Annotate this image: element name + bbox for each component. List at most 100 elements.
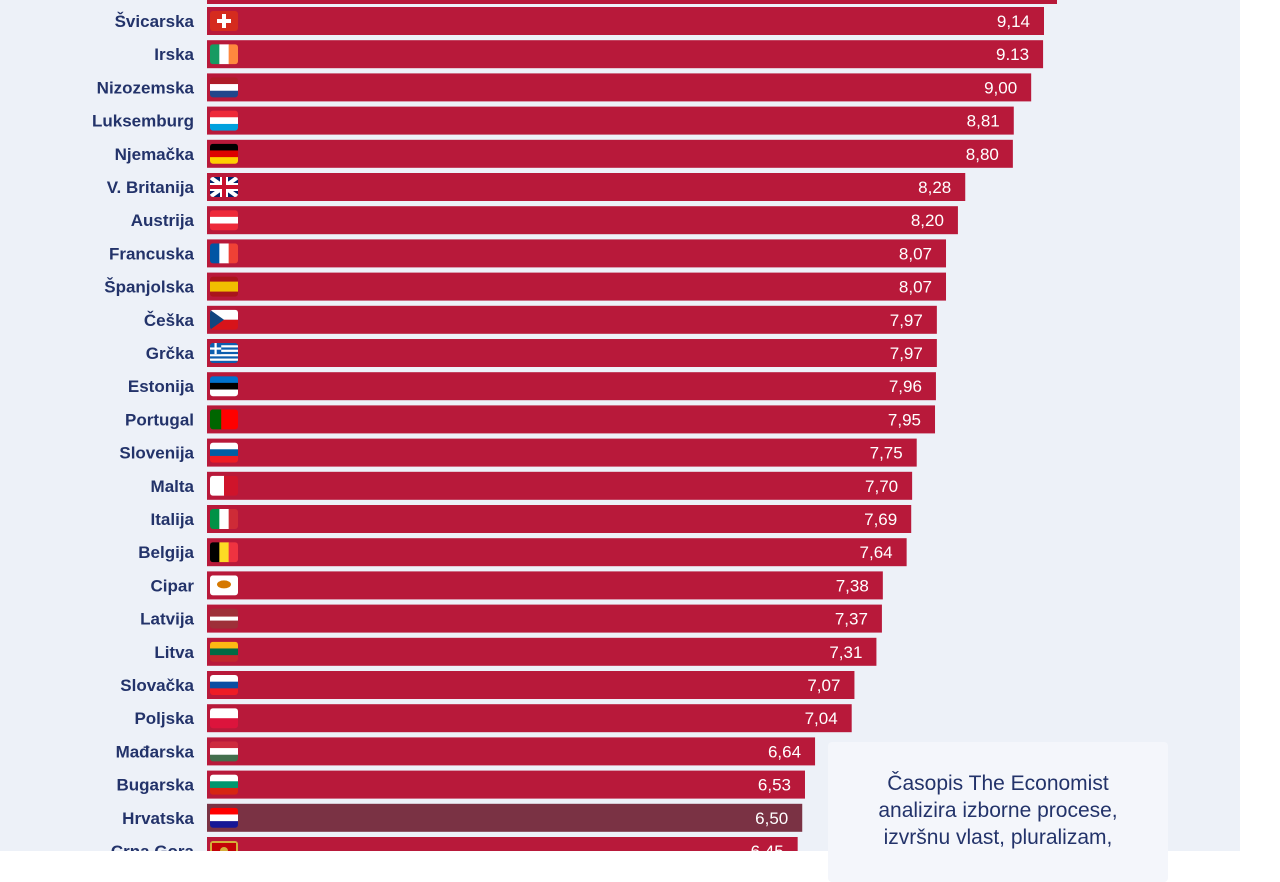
value-label: 8,07 [899, 278, 932, 297]
country-label: Slovenija [119, 444, 194, 463]
value-label: 6,50 [755, 809, 788, 828]
country-label: Litva [154, 643, 194, 662]
value-label: 7,75 [870, 444, 903, 463]
bar [207, 438, 917, 467]
bar [207, 837, 798, 851]
bar [207, 7, 1044, 35]
value-label: 7,69 [864, 510, 897, 529]
bulgaria-flag [210, 774, 238, 795]
value-label: 6,45 [751, 842, 784, 851]
country-label: Njemačka [115, 145, 195, 164]
bar [207, 239, 947, 268]
bar [207, 372, 936, 401]
value-label: 9,14 [997, 12, 1030, 31]
country-label: Austrija [131, 211, 195, 230]
bar [207, 206, 958, 235]
bar [207, 305, 937, 334]
bar [207, 604, 882, 633]
country-label: Belgija [138, 543, 194, 562]
bar [207, 671, 855, 699]
montenegro-flag [210, 841, 238, 851]
country-label: Francuska [109, 244, 195, 263]
bar [207, 737, 816, 766]
country-label: Nizozemska [97, 78, 195, 97]
bar [207, 770, 805, 799]
value-label: 6,53 [758, 776, 791, 795]
value-label: 7,38 [836, 576, 869, 595]
value-label: 7,31 [829, 643, 862, 662]
cyprus-flag [210, 575, 238, 596]
country-label: Estonija [128, 377, 195, 396]
country-label: Poljska [134, 709, 194, 728]
country-label: Portugal [125, 410, 194, 429]
country-label: Hrvatska [122, 809, 194, 828]
value-label: 8,80 [966, 145, 999, 164]
bar [207, 405, 936, 434]
value-label: 7,96 [889, 377, 922, 396]
country-label: Španjolska [104, 278, 194, 297]
malta-flag [210, 475, 238, 496]
value-label: 7,37 [835, 610, 868, 629]
country-label: Irska [154, 45, 194, 64]
country-label: Latvija [140, 610, 194, 629]
value-label: 7,95 [888, 410, 921, 429]
value-label: 9,00 [984, 78, 1017, 97]
bar [207, 40, 1044, 69]
bar [207, 73, 1032, 102]
value-label: 7,97 [890, 344, 923, 363]
uk-flag [210, 177, 238, 197]
bar [207, 106, 1014, 135]
germany-flag [210, 143, 238, 164]
country-label: Češka [144, 311, 195, 330]
country-label: Grčka [146, 344, 195, 363]
latvia-flag [210, 608, 238, 629]
belgium-flag [210, 542, 238, 563]
value-label: 8,28 [918, 178, 951, 197]
switzerland-flag [210, 11, 238, 31]
france-flag [210, 243, 238, 264]
bar [207, 571, 883, 600]
bar [207, 637, 877, 666]
country-label: Bugarska [117, 776, 195, 795]
value-label: 7,97 [890, 311, 923, 330]
value-label: 6,64 [768, 742, 801, 761]
italy-flag [210, 509, 238, 529]
slovenia-flag [210, 442, 238, 463]
country-label: Cipar [151, 576, 195, 595]
lithuania-flag [210, 641, 238, 662]
czech-flag [210, 309, 238, 330]
bar [207, 339, 937, 367]
ireland-flag [210, 44, 238, 65]
greece-flag [210, 343, 238, 363]
country-label: Švicarska [115, 12, 195, 31]
country-label: Malta [151, 477, 195, 496]
bar [207, 139, 1013, 168]
country-label: Mađarska [116, 742, 195, 761]
croatia-flag [210, 807, 238, 828]
luxembourg-flag [210, 110, 238, 131]
country-label: V. Britanija [107, 178, 195, 197]
bar-chart: Švicarska 9,14 Irska 9.13 Nizozemska 9,00 Luks… [92, 0, 1057, 851]
bar [207, 803, 803, 832]
bar-partial [207, 0, 1057, 4]
bar [207, 471, 913, 500]
netherlands-flag [210, 77, 238, 98]
portugal-flag [210, 409, 238, 430]
country-label: Crna Gora [111, 842, 195, 851]
spain-flag [210, 276, 238, 297]
slovakia-flag [210, 675, 238, 695]
bar [207, 505, 912, 533]
value-label: 8,81 [967, 112, 1000, 131]
value-label: 7,70 [865, 477, 898, 496]
note-text: Časopis The Economist analizira izborne … [878, 772, 1118, 849]
country-label: Luksemburg [92, 112, 194, 131]
value-label: 7,07 [807, 676, 840, 695]
bar [207, 704, 852, 733]
value-label: 8,20 [911, 211, 944, 230]
bar [207, 272, 947, 301]
country-label: Slovačka [120, 676, 194, 695]
estonia-flag [210, 376, 238, 397]
bar [207, 173, 966, 201]
austria-flag [210, 210, 238, 231]
value-label: 7,04 [805, 709, 838, 728]
